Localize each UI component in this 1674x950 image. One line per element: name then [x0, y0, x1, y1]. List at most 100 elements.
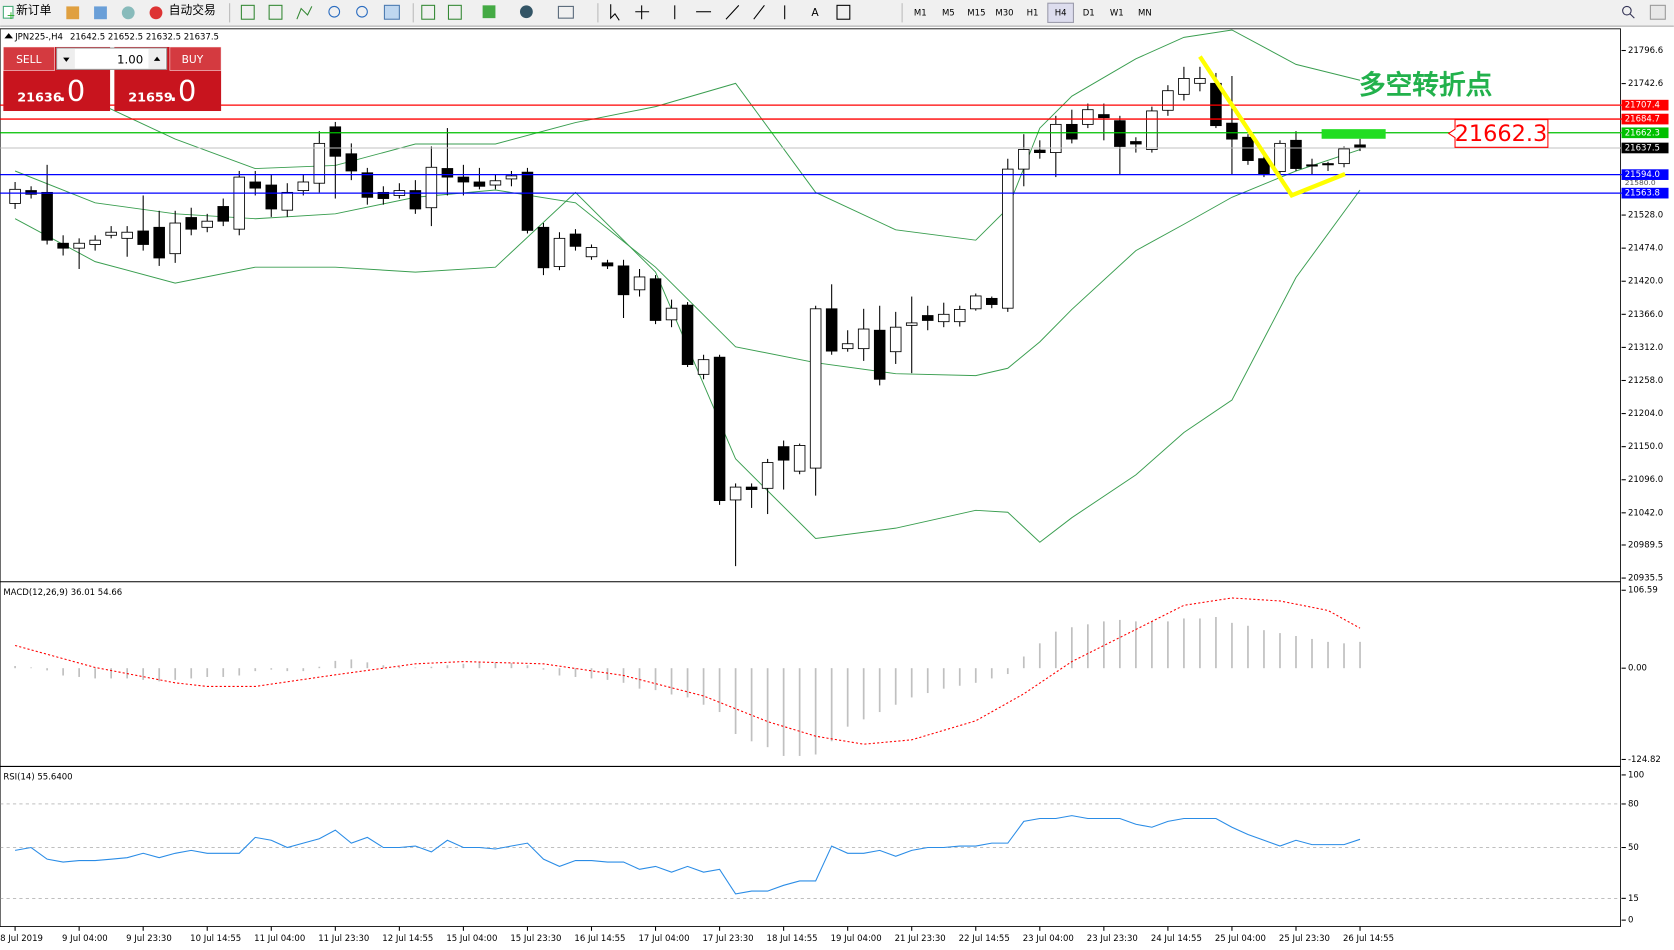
- x-tick-label: 9 Jul 04:00: [62, 934, 108, 944]
- price-level-tag: [1621, 99, 1669, 111]
- candle-body: [1066, 123, 1078, 140]
- candle-body: [25, 190, 37, 195]
- marker-label: 21580.0: [1625, 178, 1656, 187]
- x-tick-label: 11 Jul 04:00: [254, 934, 305, 944]
- y-tick-label: -124.82: [1628, 755, 1661, 765]
- y-tick-label: 21204.0: [1628, 409, 1663, 419]
- chart-frame: [0, 28, 1621, 927]
- timeframe-button[interactable]: M15: [967, 8, 985, 18]
- candle-body: [249, 181, 262, 189]
- x-tick-label: 17 Jul 04:00: [638, 934, 689, 944]
- candle-body: [313, 142, 326, 184]
- candle-body: [1322, 163, 1334, 166]
- candle-body: [169, 222, 181, 255]
- price-callout: [1447, 119, 1549, 148]
- candle-body: [1146, 110, 1158, 150]
- y-tick-label: 0: [1628, 916, 1633, 926]
- toolbar-icons: + A: [2, 3, 1666, 23]
- candle-body: [713, 356, 726, 501]
- volume-input[interactable]: [56, 47, 168, 70]
- volume: 1.00: [117, 52, 143, 66]
- y-tick-label: 15: [1628, 894, 1639, 904]
- candle-body: [505, 175, 518, 180]
- x-tick-label: 8 Jul 2019: [0, 934, 43, 944]
- timeframe-button[interactable]: D1: [1083, 8, 1095, 18]
- timeframe-button[interactable]: H1: [1027, 8, 1039, 18]
- x-tick-label: 17 Jul 23:30: [703, 934, 754, 944]
- candle-body: [121, 231, 133, 239]
- candle-body: [1226, 122, 1238, 140]
- candle-body: [937, 313, 950, 323]
- candle-body: [137, 230, 149, 245]
- candle-body: [905, 322, 918, 326]
- y-tick-label: 21096.0: [1628, 475, 1663, 485]
- y-tick-label: 21258.0: [1628, 376, 1663, 386]
- x-tick-label: 12 Jul 14:55: [382, 934, 433, 944]
- trend-drawing: [1198, 55, 1346, 198]
- auto-trade-button[interactable]: 自动交易: [169, 3, 216, 17]
- y-tick-label: 21796.6: [1628, 46, 1663, 56]
- y-tick-label: 50: [1628, 843, 1639, 853]
- candle-body: [537, 226, 550, 269]
- price-level-label: 21662.3: [1625, 128, 1660, 138]
- collapse-icon: [4, 33, 13, 39]
- sell-button[interactable]: [3, 46, 55, 71]
- candle-body: [1034, 149, 1046, 154]
- macd-title: MACD(12,26,9) 36.01 54.66: [3, 588, 122, 598]
- candle-body: [345, 153, 358, 172]
- active-timeframe: [1047, 2, 1074, 23]
- candle-body: [809, 308, 822, 469]
- candle-body: [553, 237, 566, 267]
- y-tick-label: 100: [1628, 770, 1644, 780]
- candle-body: [1018, 149, 1030, 170]
- new-order-button[interactable]: 新订单: [16, 3, 51, 17]
- price-level-label: 21707.4: [1625, 101, 1660, 111]
- buy-price: 21659: [128, 91, 173, 106]
- candle-body: [217, 206, 230, 222]
- y-tick-label: 21528.0: [1628, 211, 1663, 221]
- y-tick-label: 21042.0: [1628, 508, 1663, 518]
- candle-body: [1050, 123, 1062, 154]
- x-tick-label: 21 Jul 23:30: [895, 934, 946, 944]
- bollinger-upper: [15, 29, 1361, 241]
- candle-body: [89, 239, 101, 245]
- rsi-title: RSI(14) 55.6400: [3, 773, 72, 783]
- candle-body: [1114, 120, 1126, 147]
- candle-body: [921, 315, 934, 321]
- candle-body: [649, 278, 662, 321]
- candle-body: [361, 172, 374, 198]
- price-level-label: 21563.8: [1625, 189, 1660, 199]
- buy-price-fraction: .0: [169, 74, 196, 108]
- candle-body: [201, 220, 213, 228]
- candle-body: [281, 191, 294, 211]
- candle-body: [1098, 114, 1110, 119]
- price-level-tag: [1621, 127, 1669, 139]
- timeframe-button[interactable]: M5: [942, 8, 955, 18]
- current-price-tag: [1621, 142, 1669, 154]
- candle-body: [233, 176, 246, 230]
- x-tick-label: 23 Jul 04:00: [1023, 934, 1074, 944]
- x-tick-label: 9 Jul 23:30: [126, 934, 172, 944]
- price-callout-label: 21662.3: [1455, 121, 1548, 147]
- x-tick-label: 25 Jul 04:00: [1215, 934, 1266, 944]
- x-tick-label: 25 Jul 23:30: [1279, 934, 1330, 944]
- timeframe-button[interactable]: MN: [1138, 8, 1152, 18]
- candle-body: [953, 308, 966, 323]
- candle-body: [1338, 148, 1350, 165]
- timeframe-button[interactable]: W1: [1110, 8, 1124, 18]
- candle-body: [521, 171, 534, 231]
- x-tick-label: 11 Jul 23:30: [318, 934, 369, 944]
- candle-body: [1002, 168, 1014, 309]
- x-tick-label: 19 Jul 04:00: [831, 934, 882, 944]
- x-tick-label: 23 Jul 23:30: [1087, 934, 1138, 944]
- timeframe-button[interactable]: H4: [1055, 8, 1067, 18]
- sell-price-fraction: .0: [58, 74, 86, 108]
- macd-signal: [14, 597, 1361, 745]
- current-price-label: 21637.5: [1625, 143, 1660, 153]
- timeframe-button[interactable]: M1: [914, 8, 927, 18]
- timeframe-button[interactable]: M30: [995, 8, 1013, 18]
- buy-button[interactable]: [169, 46, 222, 71]
- y-tick-label: 21742.6: [1628, 79, 1663, 89]
